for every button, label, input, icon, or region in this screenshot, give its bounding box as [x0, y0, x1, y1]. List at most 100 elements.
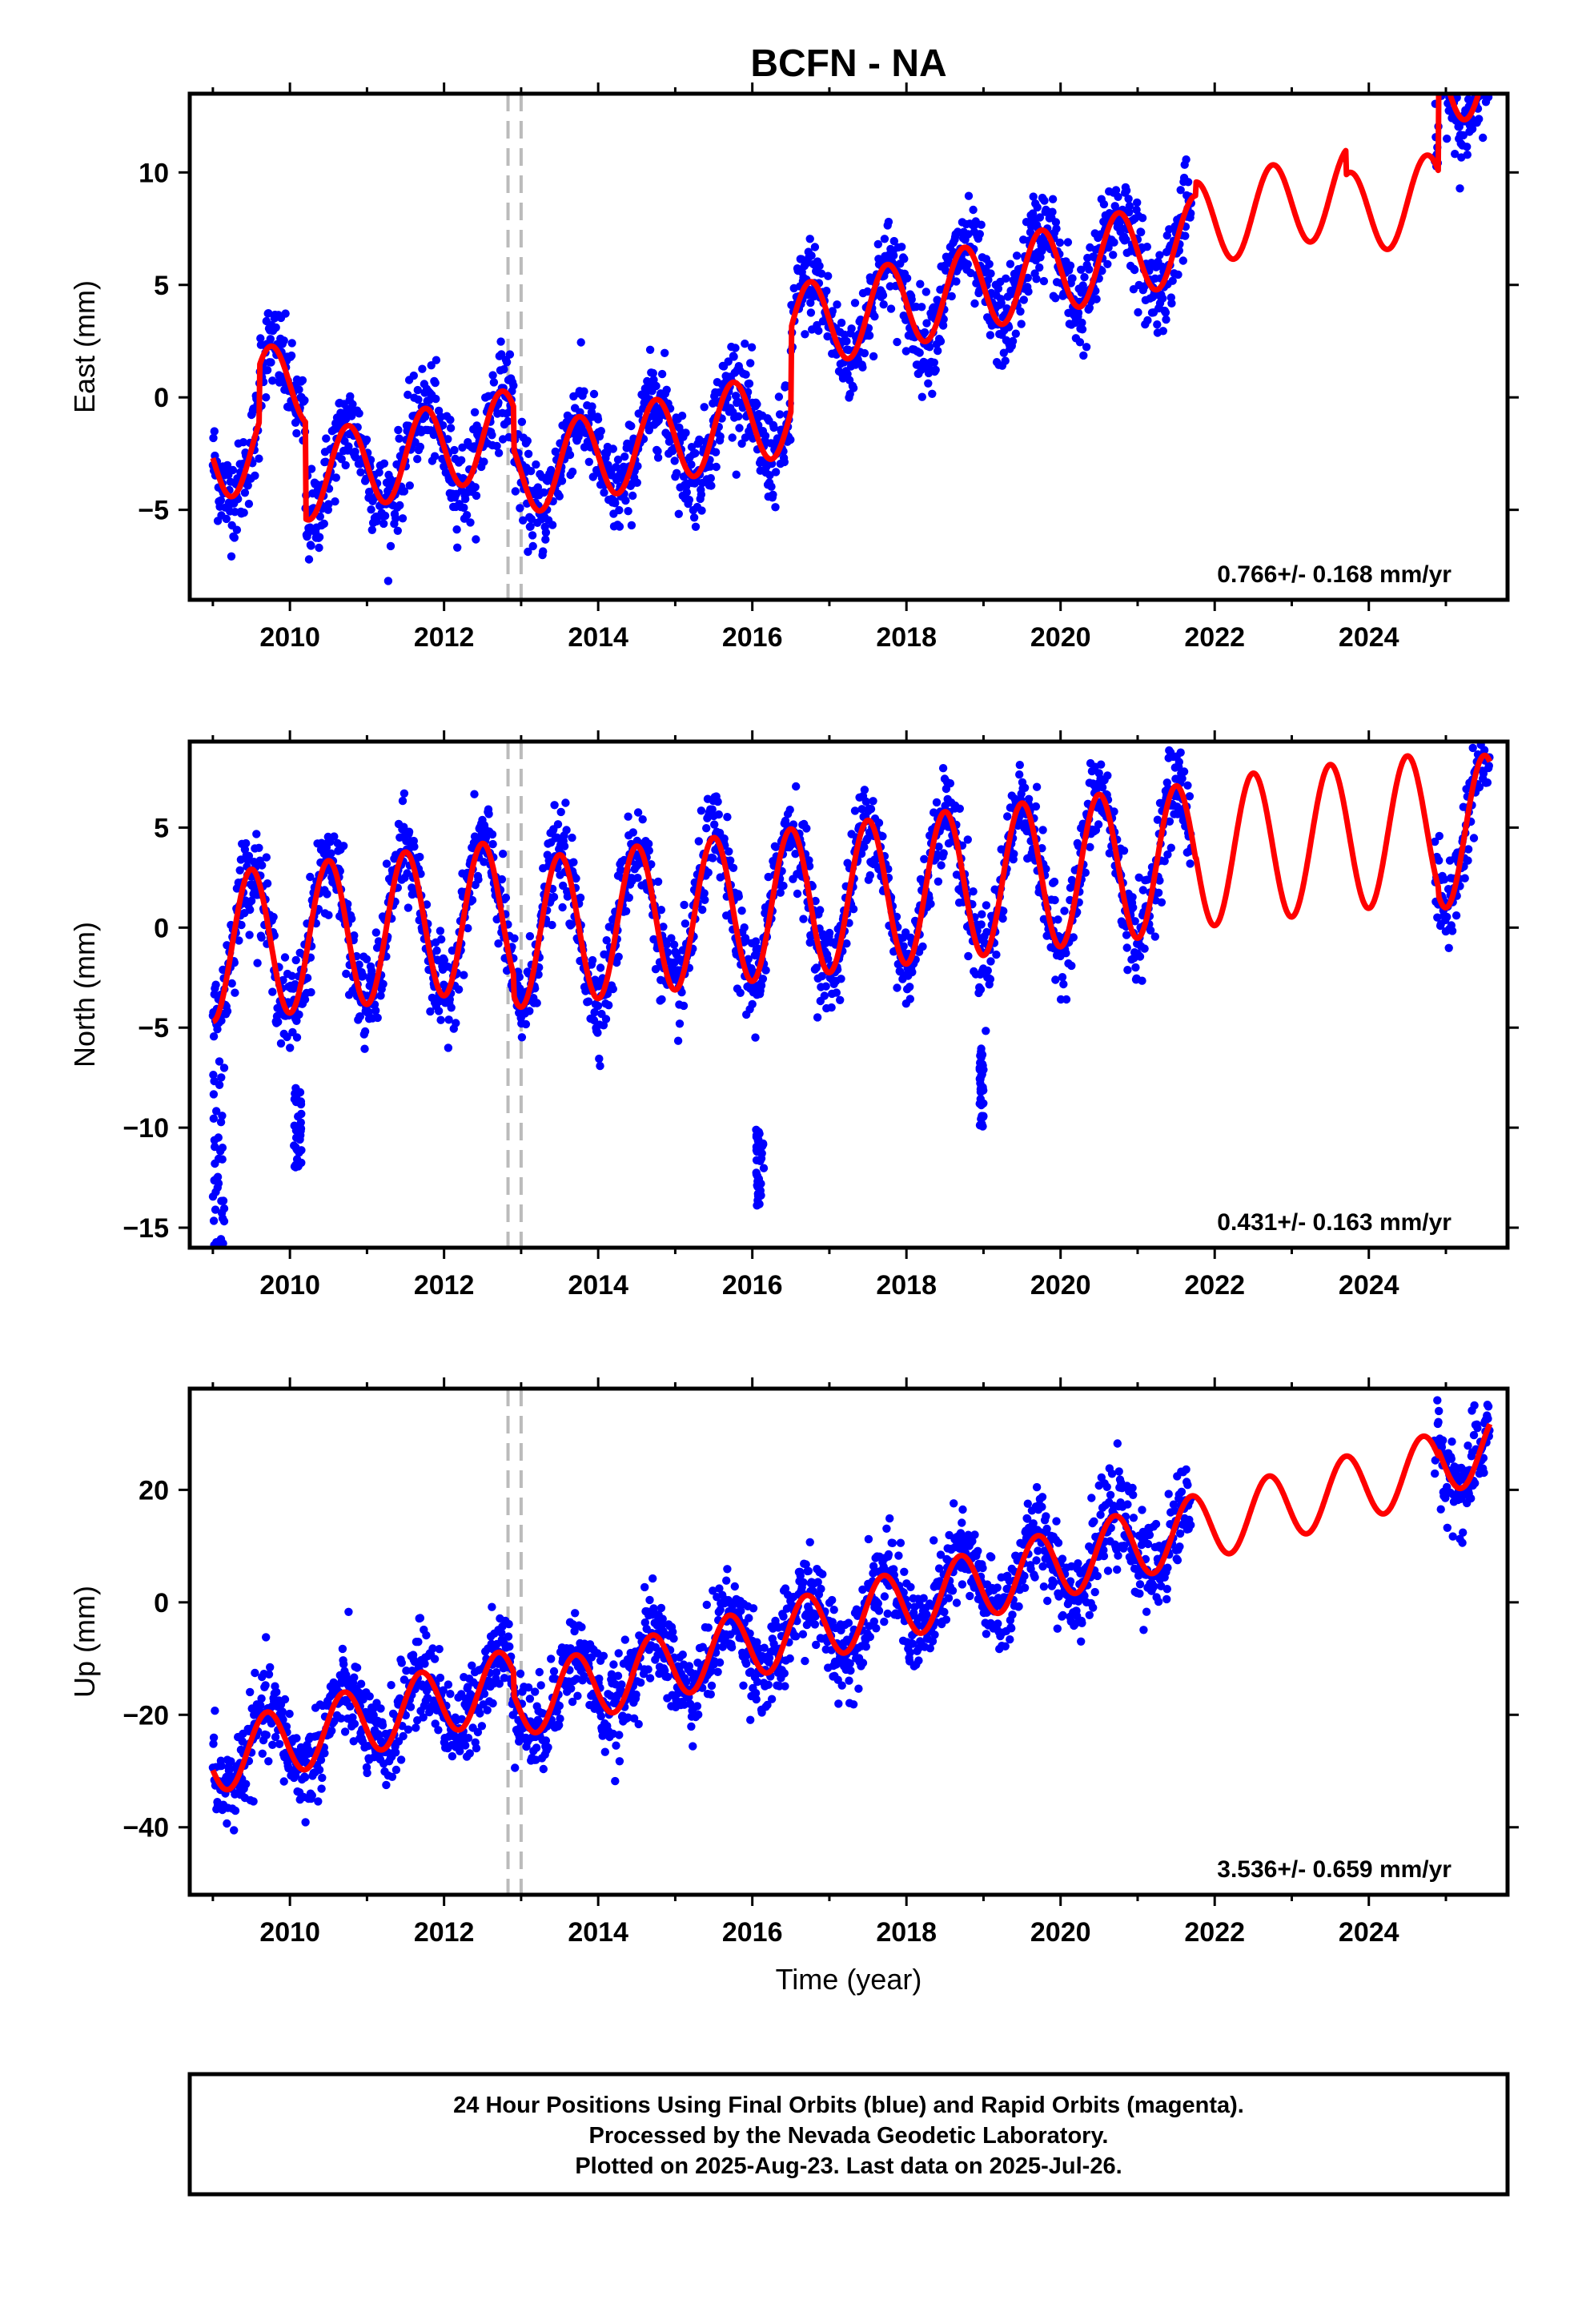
- data-point: [741, 340, 749, 348]
- data-point: [1435, 856, 1443, 865]
- data-point: [528, 531, 537, 540]
- data-point: [387, 1772, 397, 1781]
- data-point: [379, 459, 389, 468]
- data-point: [621, 907, 631, 916]
- data-point: [884, 217, 893, 227]
- data-point: [779, 881, 788, 891]
- data-point: [396, 1755, 406, 1764]
- data-point: [515, 972, 524, 982]
- data-point: [1150, 932, 1160, 941]
- data-point: [244, 500, 254, 509]
- data-point: [464, 1734, 473, 1743]
- plot-area: [208, 53, 1493, 600]
- data-point: [694, 837, 703, 846]
- data-point: [828, 307, 837, 316]
- data-point: [736, 988, 745, 998]
- data-point: [360, 1027, 370, 1036]
- final-orbit-points: [208, 742, 1494, 1248]
- data-point: [697, 506, 706, 515]
- data-point: [230, 533, 239, 542]
- data-point: [400, 487, 409, 496]
- data-point: [905, 983, 914, 991]
- data-point: [393, 526, 402, 535]
- data-point: [351, 453, 360, 462]
- data-point: [450, 445, 459, 455]
- data-point: [1178, 256, 1188, 265]
- data-point: [986, 957, 995, 966]
- data-point: [511, 487, 520, 496]
- data-point: [555, 492, 564, 501]
- data-point: [209, 1114, 219, 1124]
- data-point: [621, 496, 630, 505]
- data-point: [319, 519, 328, 529]
- data-point: [1128, 893, 1137, 902]
- data-point: [723, 813, 732, 822]
- data-point: [728, 433, 737, 442]
- data-point: [681, 428, 690, 437]
- data-point: [1001, 356, 1010, 365]
- data-point: [452, 1019, 460, 1027]
- data-point: [446, 1690, 455, 1699]
- data-point: [1016, 307, 1025, 316]
- data-point: [977, 1083, 986, 1092]
- data-point: [786, 435, 795, 444]
- data-point: [496, 337, 505, 346]
- data-point: [568, 467, 577, 476]
- data-point: [266, 335, 275, 344]
- data-point: [600, 488, 608, 497]
- data-point: [615, 505, 624, 515]
- data-point: [1134, 308, 1142, 317]
- data-point: [745, 379, 754, 388]
- data-point: [850, 299, 860, 308]
- data-point: [497, 350, 506, 359]
- data-point: [955, 804, 965, 813]
- data-point: [348, 400, 357, 408]
- data-point: [832, 988, 841, 997]
- data-point: [837, 975, 845, 983]
- data-point: [471, 483, 480, 492]
- data-point: [632, 478, 641, 487]
- data-point: [1463, 151, 1472, 159]
- data-point: [453, 543, 462, 552]
- data-point: [725, 847, 733, 856]
- data-point: [209, 433, 218, 443]
- data-point: [1437, 53, 1445, 61]
- data-point: [465, 1749, 474, 1758]
- data-point: [979, 1099, 988, 1108]
- data-point: [751, 1033, 760, 1042]
- data-point: [1438, 60, 1446, 68]
- data-point: [356, 468, 365, 476]
- data-point: [562, 826, 571, 834]
- data-point: [889, 236, 899, 246]
- data-point: [324, 500, 333, 509]
- data-point: [915, 348, 924, 357]
- data-point: [320, 1749, 329, 1758]
- data-point: [769, 490, 777, 499]
- data-point: [505, 350, 515, 359]
- data-point: [285, 1709, 294, 1719]
- data-point: [975, 230, 985, 239]
- data-point: [395, 434, 404, 443]
- x-tick-label: 2022: [1184, 622, 1245, 653]
- data-point: [978, 910, 986, 919]
- final-orbit-points: [208, 1396, 1494, 1835]
- data-point: [755, 1179, 764, 1188]
- y-tick-label: 0: [154, 913, 169, 943]
- data-point: [648, 368, 657, 378]
- data-point: [588, 402, 596, 411]
- data-point: [379, 519, 388, 529]
- data-point: [375, 468, 383, 477]
- plot-frame: [187, 739, 1510, 1250]
- data-point: [977, 920, 986, 929]
- data-point: [256, 334, 265, 343]
- data-point: [560, 842, 569, 850]
- data-point: [860, 786, 869, 794]
- data-point: [209, 1032, 219, 1041]
- data-point: [1162, 315, 1170, 324]
- data-point: [382, 1780, 391, 1790]
- data-point: [1435, 831, 1444, 841]
- data-point: [757, 1154, 766, 1164]
- data-point: [1480, 74, 1488, 82]
- data-point: [1058, 973, 1067, 982]
- data-point: [1109, 251, 1118, 259]
